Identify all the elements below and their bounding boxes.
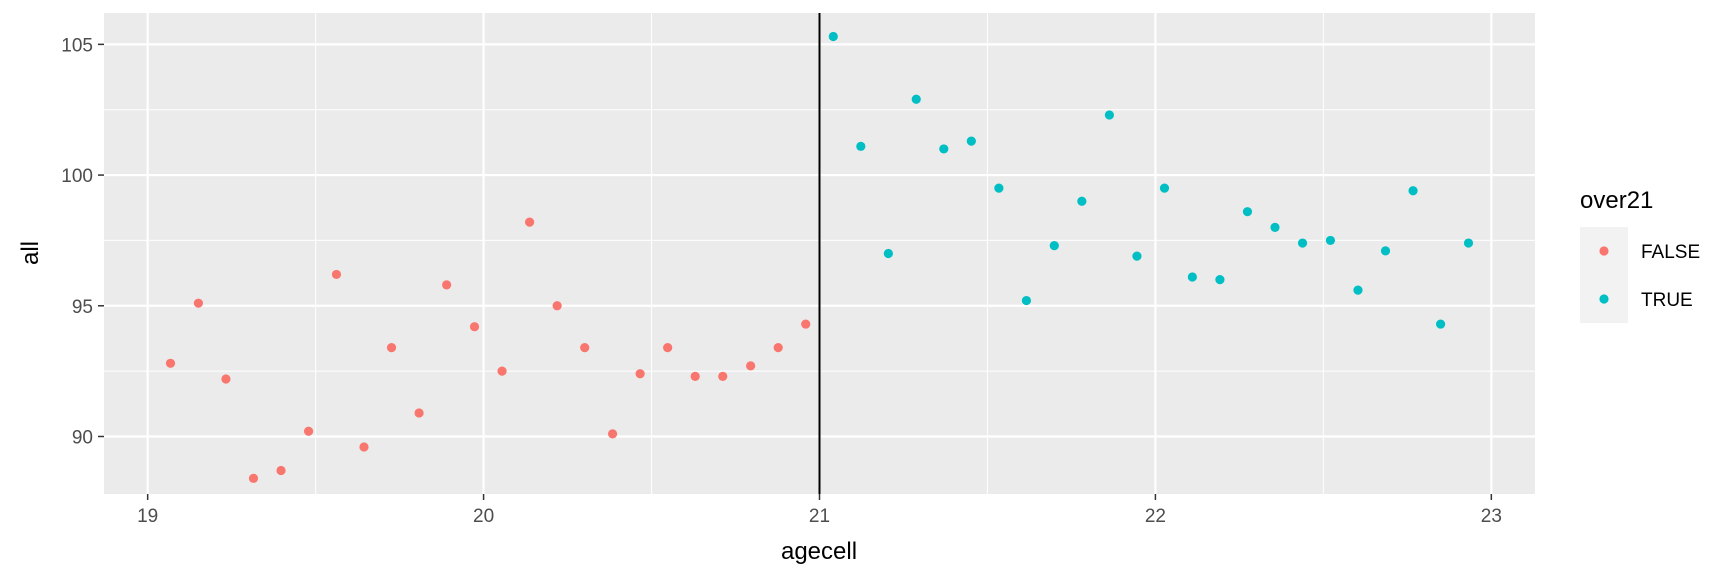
legend-keys: FALSE TRUE: [1580, 227, 1700, 323]
data-point-false: [635, 369, 645, 379]
data-point-true: [1353, 285, 1363, 295]
data-point-false: [607, 429, 618, 439]
data-point-true: [1187, 272, 1197, 282]
data-point-true: [1215, 275, 1225, 285]
data-point-true: [1242, 207, 1253, 217]
x-tick-label: 21: [809, 506, 830, 527]
data-point-true: [1077, 196, 1087, 206]
data-point-false: [497, 366, 507, 376]
x-tick-label: 20: [473, 506, 494, 527]
x-tick-label: 22: [1145, 506, 1166, 527]
data-point-true: [856, 141, 866, 151]
y-tick-label: 100: [61, 166, 93, 187]
data-point-false: [276, 465, 286, 476]
data-point-true: [1463, 238, 1474, 248]
data-point-false: [331, 269, 342, 280]
y-tick-label: 90: [72, 427, 93, 448]
legend-key-dot-false: [1599, 246, 1609, 256]
data-point-true: [939, 144, 949, 154]
x-tick-label: 23: [1481, 506, 1502, 527]
data-point-false: [193, 298, 203, 308]
x-axis-ticks: 19 20 21 22 23: [137, 494, 1502, 527]
data-point-true: [828, 31, 838, 42]
y-tick-label: 105: [61, 35, 93, 56]
data-point-false: [303, 426, 314, 436]
data-points: [165, 31, 1474, 483]
x-tick-label: 19: [137, 506, 158, 527]
data-point-true: [1297, 238, 1308, 248]
data-point-false: [248, 473, 259, 483]
data-point-false: [221, 374, 231, 384]
data-point-true: [883, 248, 893, 259]
data-point-true: [994, 183, 1004, 193]
data-point-true: [1380, 246, 1391, 256]
y-axis-title: all: [17, 241, 44, 265]
data-point-true: [1132, 251, 1142, 261]
data-point-false: [801, 319, 811, 329]
legend: over21 FALSE TRUE: [1580, 187, 1700, 323]
data-point-true: [966, 136, 976, 146]
data-point-false: [165, 358, 176, 368]
legend-key-dot-true: [1599, 294, 1609, 304]
data-point-true: [1325, 235, 1336, 246]
data-point-true: [1021, 295, 1032, 306]
data-point-false: [580, 343, 590, 353]
y-tick-label: 95: [72, 297, 93, 318]
data-point-false: [469, 322, 480, 332]
data-point-false: [746, 361, 756, 371]
data-point-true: [1049, 241, 1059, 251]
data-point-false: [718, 371, 728, 381]
data-point-false: [359, 442, 369, 452]
legend-label-true: TRUE: [1641, 290, 1693, 311]
data-point-false: [773, 343, 783, 353]
data-point-false: [552, 301, 562, 311]
legend-label-false: FALSE: [1641, 242, 1700, 263]
data-point-true: [1270, 222, 1280, 232]
data-point-false: [690, 371, 700, 381]
data-point-false: [525, 217, 535, 227]
data-point-true: [1436, 319, 1446, 329]
data-point-false: [663, 343, 673, 353]
data-point-true: [1159, 183, 1170, 193]
data-point-false: [386, 343, 397, 353]
y-axis-ticks: 90 95 100 105: [61, 35, 104, 448]
data-point-false: [442, 280, 452, 290]
data-point-true: [1104, 110, 1114, 120]
x-axis-title: agecell: [781, 538, 857, 565]
data-point-false: [414, 408, 424, 418]
data-point-true: [1408, 186, 1418, 196]
legend-title: over21: [1580, 187, 1653, 214]
data-point-true: [911, 94, 921, 104]
